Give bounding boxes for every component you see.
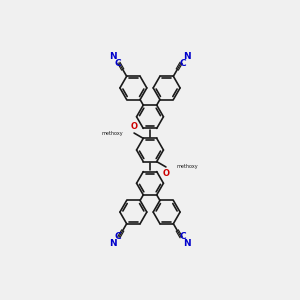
Text: O: O <box>162 169 169 178</box>
Text: N: N <box>183 52 191 61</box>
Text: methoxy: methoxy <box>102 130 124 136</box>
Text: C: C <box>179 59 186 68</box>
Text: methoxy: methoxy <box>176 164 198 169</box>
Text: N: N <box>109 239 117 248</box>
Text: O: O <box>130 122 138 131</box>
Text: N: N <box>183 239 191 248</box>
Text: C: C <box>114 59 121 68</box>
Text: N: N <box>109 52 117 61</box>
Text: C: C <box>179 232 186 241</box>
Text: C: C <box>114 232 121 241</box>
